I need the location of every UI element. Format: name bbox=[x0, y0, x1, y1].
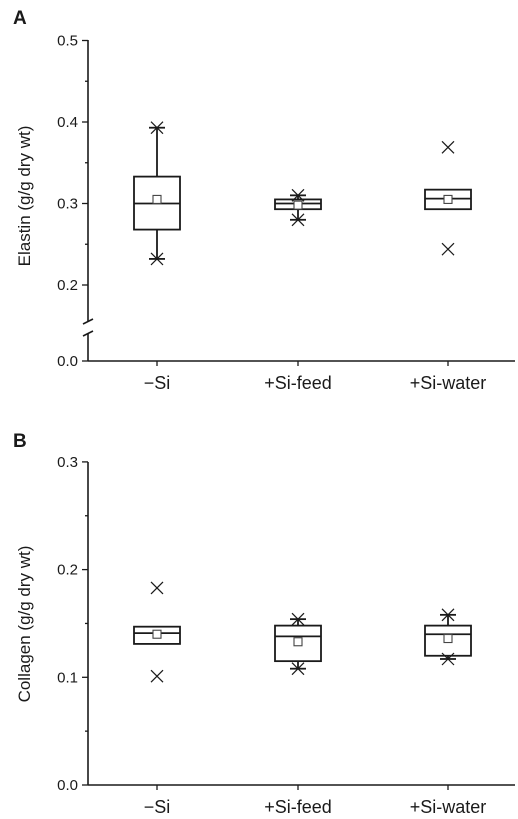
y-tick-label: 0.5 bbox=[57, 33, 78, 50]
mean-marker bbox=[152, 629, 162, 639]
y-tick-label: 0.1 bbox=[57, 669, 78, 686]
x-tick-label: +Si-water bbox=[410, 373, 487, 393]
x-tick-label: −Si bbox=[144, 797, 171, 817]
min-marker bbox=[291, 662, 305, 676]
max-marker bbox=[441, 140, 455, 154]
box-2 bbox=[424, 140, 472, 256]
iqr-box bbox=[424, 624, 472, 657]
mean-marker bbox=[443, 633, 453, 644]
min-marker bbox=[441, 242, 455, 256]
panel-a-elastin: A Elastin (g/g dry wt) 0.0 0.2 0.3 0.4 0.5 −S… bbox=[13, 8, 515, 393]
y-tick-label: 0.0 bbox=[57, 777, 78, 794]
min-marker bbox=[291, 213, 305, 227]
x-tick-label: +Si-feed bbox=[264, 797, 332, 817]
box-1 bbox=[274, 188, 322, 227]
box-1 bbox=[274, 612, 322, 676]
min-marker bbox=[150, 669, 164, 683]
max-marker bbox=[291, 188, 305, 202]
box-2 bbox=[424, 608, 472, 666]
panel-a-y-axis-label: Elastin (g/g dry wt) bbox=[15, 126, 34, 267]
y-tick-label: 0.2 bbox=[57, 277, 78, 294]
y-tick-label: 0.3 bbox=[57, 454, 78, 471]
x-tick-label: +Si-water bbox=[410, 797, 487, 817]
y-tick-label: 0.2 bbox=[57, 562, 78, 579]
axis-break-mark bbox=[82, 318, 94, 337]
box-0 bbox=[133, 121, 181, 266]
min-marker bbox=[441, 652, 455, 666]
box-0 bbox=[133, 581, 181, 683]
max-marker bbox=[441, 608, 455, 622]
panel-b-letter: B bbox=[13, 431, 27, 452]
mean-marker bbox=[293, 637, 303, 647]
panel-a-letter: A bbox=[13, 8, 27, 29]
y-tick-label: 0.3 bbox=[57, 196, 78, 213]
min-marker bbox=[150, 252, 164, 266]
iqr-box bbox=[133, 625, 181, 645]
mean-marker bbox=[152, 194, 162, 204]
max-marker bbox=[150, 121, 164, 135]
panel-b-y-axis-label: Collagen (g/g dry wt) bbox=[15, 546, 34, 703]
iqr-box bbox=[274, 624, 322, 663]
max-marker bbox=[150, 581, 164, 595]
y-tick-label: 0.4 bbox=[57, 114, 78, 131]
panel-b-collagen: B Collagen (g/g dry wt) 0.0 0.1 0.2 0.3 −Si +… bbox=[13, 431, 515, 817]
x-tick-label: +Si-feed bbox=[264, 373, 332, 393]
mean-marker bbox=[443, 194, 453, 204]
x-tick-label: −Si bbox=[144, 373, 171, 393]
max-marker bbox=[291, 612, 305, 626]
mean-marker bbox=[293, 200, 303, 210]
y-tick-label: 0.0 bbox=[57, 353, 78, 370]
